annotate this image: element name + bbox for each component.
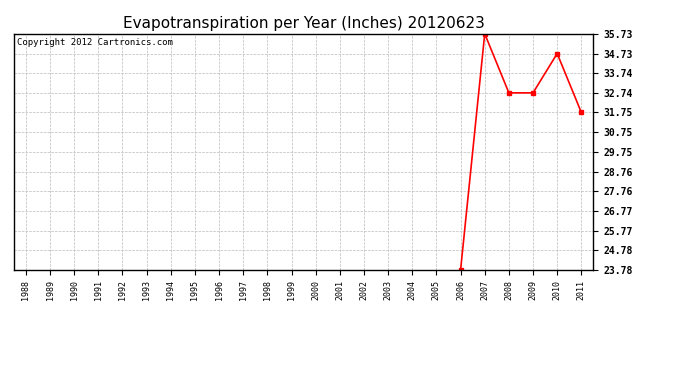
Title: Evapotranspiration per Year (Inches) 20120623: Evapotranspiration per Year (Inches) 201… [123,16,484,31]
Text: Copyright 2012 Cartronics.com: Copyright 2012 Cartronics.com [17,39,172,48]
